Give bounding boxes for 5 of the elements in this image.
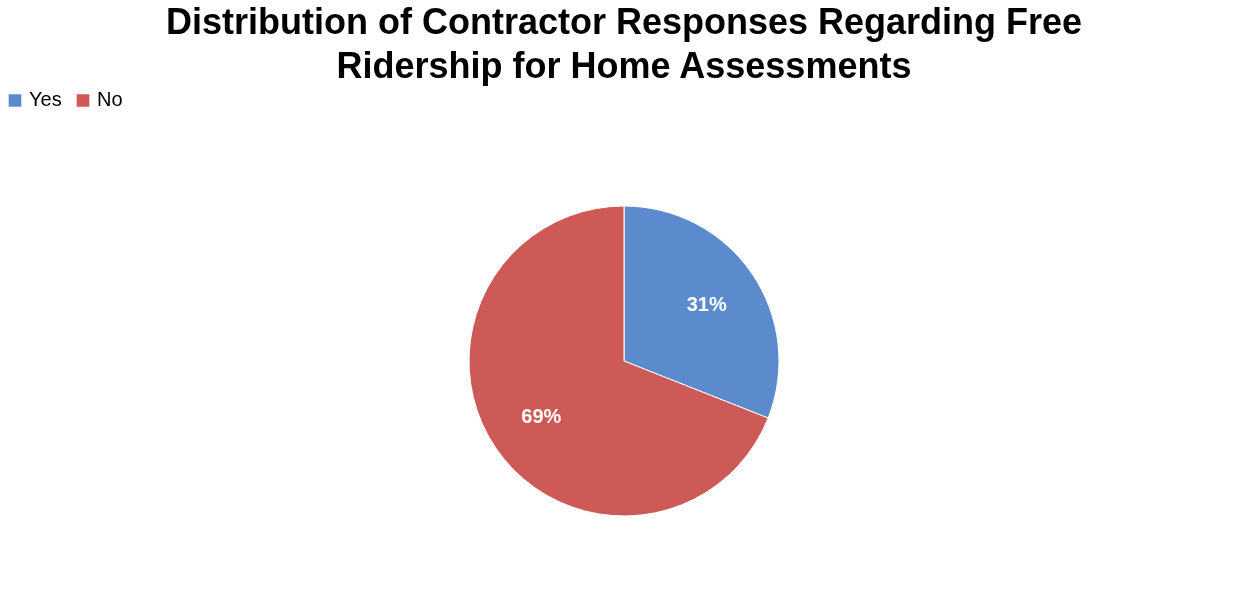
data-label: 31%	[686, 292, 727, 315]
legend-label: No	[97, 88, 123, 111]
data-label: 69%	[521, 405, 562, 428]
chart-title: Distribution of Contractor Responses Regarding Free Ridership for Home Assessments	[165, 1, 1083, 86]
legend-label: Yes	[29, 88, 62, 111]
